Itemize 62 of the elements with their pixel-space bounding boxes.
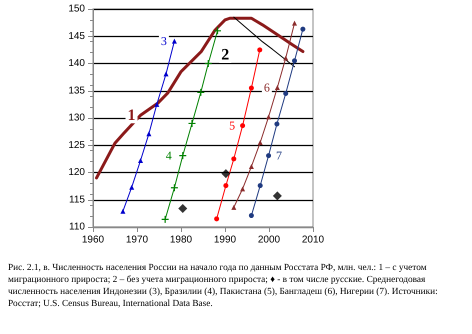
point: [258, 140, 263, 146]
point: [300, 26, 306, 32]
y-tick-label: 135: [68, 85, 86, 96]
point: [178, 204, 188, 213]
point: [164, 71, 169, 76]
series-label: 4: [166, 148, 172, 163]
point: [221, 169, 230, 178]
series-label: 1: [128, 106, 136, 124]
point: [223, 183, 228, 188]
y-tick-label: 145: [68, 30, 86, 42]
series-label: 7: [276, 148, 282, 163]
series-label: 5: [229, 118, 236, 133]
point: [248, 86, 254, 91]
point: [170, 184, 178, 192]
point: [120, 208, 126, 214]
point: [272, 191, 282, 200]
y-tick-label: 110: [69, 222, 86, 232]
point: [240, 123, 246, 128]
x-tick-label: 1970: [126, 234, 149, 246]
point: [274, 121, 280, 126]
point: [178, 152, 187, 160]
line-series: [95, 16, 304, 180]
point: [240, 186, 246, 192]
point: [248, 213, 254, 218]
point: [292, 58, 298, 64]
point: [172, 38, 177, 44]
series-label: 2: [221, 46, 230, 64]
text: Рис. 2.1, в. Численность населения России на начало года по данным Росстата РФ, млн. чел.: 1 – с учетом миграционного прироста; 2 – без учета миграционного прироста; ♦ - в том числе русские. Среднегодовая численность населения Индонезии (3), Бразилии (4), Пакистана (5), Бангладеш (6), Нигерии (7). Источники: Росстат; U.S. Census Bureau, International Data Base.: [8, 262, 439, 310]
point: [258, 183, 263, 188]
x-tick-label: 2000: [258, 234, 281, 246]
series-label: 6: [264, 80, 270, 94]
y-tick-label: 140: [68, 58, 86, 69]
point: [231, 156, 236, 162]
point: [188, 119, 196, 128]
point: [196, 88, 205, 96]
point: [129, 184, 134, 190]
y-tick-label: 150: [68, 4, 86, 14]
point: [204, 59, 212, 68]
point: [138, 158, 144, 164]
point: [266, 153, 272, 158]
point: [283, 90, 288, 96]
x-tick-label: 1990: [214, 234, 237, 246]
point: [274, 84, 280, 90]
y-tick-label: 130: [68, 112, 86, 124]
point: [257, 47, 262, 52]
y-tick-label: 115: [69, 194, 86, 206]
point: [146, 131, 152, 136]
point: [161, 215, 170, 224]
point: [214, 216, 220, 222]
y-tick-label: 120: [68, 167, 86, 178]
point: [213, 26, 222, 35]
series-label: 3: [160, 34, 167, 48]
x-tick-label: 2010: [302, 234, 325, 246]
x-tick-label: 1980: [170, 234, 193, 246]
point: [154, 102, 160, 107]
point: [292, 20, 298, 26]
y-tick-label: 125: [68, 140, 86, 151]
x-tick-label: 1960: [82, 234, 105, 246]
point: [248, 164, 254, 170]
point: [266, 114, 272, 120]
point: [283, 56, 288, 61]
point: [231, 204, 236, 210]
